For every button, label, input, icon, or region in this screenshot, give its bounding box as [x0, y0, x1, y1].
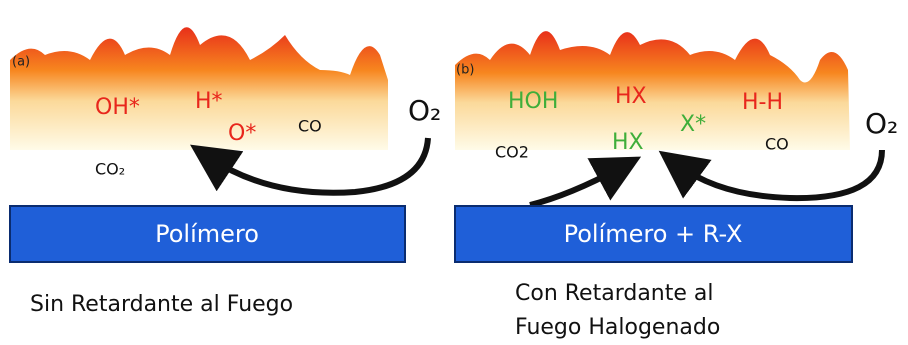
panel-tag: (b) — [456, 63, 474, 78]
species: CO2 — [495, 143, 529, 162]
panel-tag: (a) — [12, 55, 30, 70]
arrow — [678, 150, 882, 198]
species: HX — [612, 130, 644, 155]
species: HX — [615, 84, 647, 109]
oxygen: O₂ — [865, 107, 898, 140]
species: CO — [765, 135, 789, 154]
species: O* — [228, 121, 256, 146]
arrow — [530, 168, 620, 205]
species: CO — [298, 117, 322, 136]
species: HOH — [508, 89, 558, 114]
diagram: (a) OH* H* O* CO CO₂ O₂ Polímero Sin Ret… — [0, 0, 908, 345]
species: H-H — [742, 90, 783, 115]
species: CO₂ — [95, 160, 125, 179]
material-label: Polímero — [155, 220, 259, 248]
caption: Fuego Halogenado — [515, 315, 720, 340]
caption: Sin Retardante al Fuego — [30, 292, 293, 317]
species: OH* — [95, 95, 140, 120]
species: H* — [195, 89, 223, 114]
oxygen: O₂ — [408, 94, 441, 127]
material-label: Polímero + R-X — [564, 220, 743, 248]
caption: Con Retardante al — [515, 281, 714, 306]
species: X* — [680, 112, 706, 137]
